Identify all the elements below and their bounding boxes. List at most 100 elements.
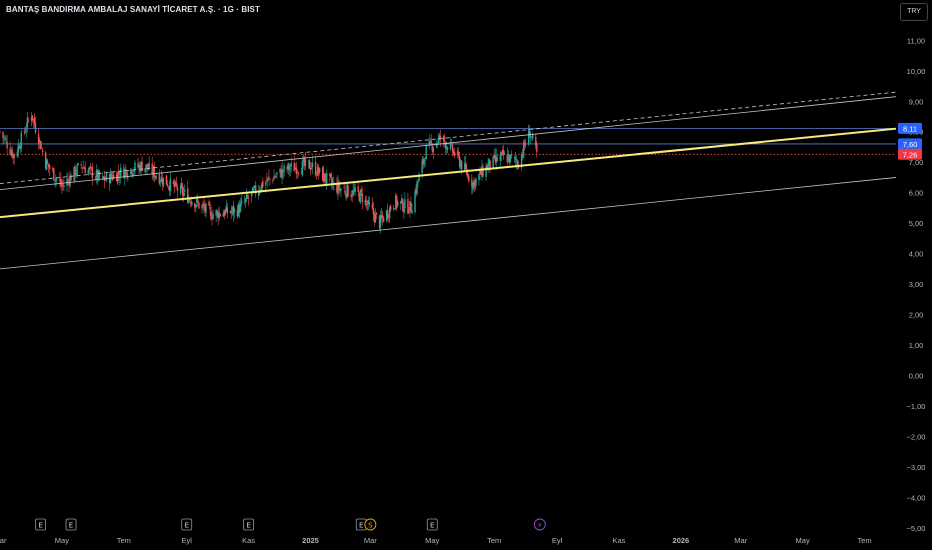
price-label: 7,60 [903,140,918,149]
candle-body [360,189,362,193]
candle-body [152,167,154,175]
candle-body [350,194,352,197]
candle-body [311,162,314,168]
candle-body [357,186,359,192]
candle-body [133,170,135,173]
candle-body [24,131,27,134]
candle-body [403,209,405,212]
trend-line[interactable] [0,96,897,191]
candle-body [179,185,182,194]
candle-body [98,170,101,178]
x-tick-label: 2026 [673,536,690,545]
candle-body [39,141,42,150]
candle-body [232,205,235,215]
candle-body [495,155,497,163]
candle-body [11,149,13,158]
currency-button[interactable]: TRY [900,3,928,21]
earnings-icon[interactable] [426,518,438,531]
chart-title: BANTAŞ BANDIRMA AMBALAJ SANAYİ TİCARET A… [6,5,260,14]
candle-body [274,176,276,178]
candle-body [273,176,275,180]
earnings-icon[interactable] [243,518,255,531]
candle-body [55,178,57,181]
x-tick-label: Kas [613,536,626,545]
candle-body [479,170,481,174]
trend-line[interactable] [0,177,897,270]
candle-body [423,158,425,165]
candle-body [126,170,128,178]
candle-body [300,173,303,174]
candle-body [201,205,203,208]
earnings-icon[interactable] [181,518,193,531]
candle-body [508,154,511,163]
candle-body [49,165,51,169]
candle-body [145,164,147,169]
candle-body [54,180,56,182]
candle-body [239,203,242,212]
candle-body [246,195,249,198]
event-icon[interactable] [533,518,546,531]
candle-body [467,174,469,177]
candle-body [396,196,398,207]
candle-body [464,163,466,170]
candle-body [151,163,153,175]
candle-body [210,210,212,220]
candle-body [137,163,139,168]
candle-body [374,213,377,223]
candle-body [140,162,142,171]
candle-body [380,214,383,219]
candle-body [70,175,72,181]
candle-body [172,180,175,184]
candle-body [517,165,520,169]
candle-body [236,209,239,217]
candle-body [138,164,140,168]
candle-body [83,168,85,170]
candle-body [276,173,278,174]
candle-body [10,152,12,155]
candle-body [367,199,370,205]
candle-body [48,163,50,168]
candle-body [460,160,463,170]
earnings-icon[interactable] [35,518,46,531]
candle-body [444,142,447,149]
candle-body [90,166,93,169]
x-tick-label: May [55,536,69,545]
candle-body [279,168,281,173]
candle-body [41,149,44,152]
y-tick-label: −2,00 [907,433,926,442]
candle-body [409,201,411,212]
candle-body [428,140,430,146]
trend-line[interactable] [0,127,897,219]
candle-body [378,215,381,229]
candle-body [507,155,510,162]
x-tick-label: Tem [117,536,131,545]
candle-body [499,155,501,161]
candle-body [258,190,260,196]
candle-body [252,189,255,190]
candle-body [131,170,133,175]
price-label-box [898,122,922,134]
candle-body [297,172,300,174]
y-tick-label: 11,00 [907,36,925,45]
x-tick-label: 2025 [302,536,319,545]
candle-body [422,158,424,164]
split-icon[interactable] [364,518,377,531]
candle-body [112,174,115,179]
candle-body [443,136,446,142]
candle-body [134,162,136,170]
candle-body [275,175,277,177]
candle-body [289,168,291,169]
candle-body [250,191,253,197]
candle-body [12,153,14,158]
candle-body [40,147,43,149]
earnings-icon[interactable] [65,518,77,531]
candle-body [515,161,518,163]
candle-body [318,167,321,173]
candle-body [410,202,412,213]
trend-line[interactable] [0,91,897,184]
candle-body [345,193,347,198]
candle-body [418,174,420,182]
candle-body [346,184,348,199]
candle-body [527,129,530,145]
